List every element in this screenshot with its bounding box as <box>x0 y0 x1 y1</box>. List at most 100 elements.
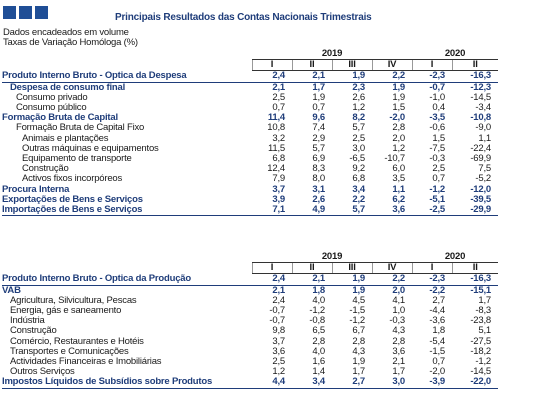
cell-value: -0,7 <box>269 306 285 317</box>
cell-value: 2,1 <box>272 82 285 93</box>
cell-value: 2,5 <box>432 164 445 175</box>
row-label: Procura Interna <box>2 184 70 195</box>
row-label: Transportes e Comunicações <box>10 346 129 357</box>
cell-value: 1,7 <box>312 82 325 93</box>
cell-value: 1,6 <box>312 357 325 368</box>
table-row: Produto Interno Bruto - Óptica da Produç… <box>2 273 498 286</box>
row-label: Formação Bruta de Capital <box>2 113 118 124</box>
cell-value: -10,7 <box>384 154 405 165</box>
cell-value: 3,4 <box>292 377 332 389</box>
cell-value: -2,0 <box>389 113 405 124</box>
cell-value: 2,5 <box>352 133 365 144</box>
cell-value: 1,0 <box>392 306 405 317</box>
cell-value: 11,5 <box>268 143 285 154</box>
cell-value: 5,7 <box>352 123 365 134</box>
cell-value: -12,3 <box>470 82 491 93</box>
cell-value: 2,6 <box>352 92 365 103</box>
cell-value: 6,8 <box>352 174 365 185</box>
quarter-header: I <box>251 59 292 72</box>
cell-value: 7,1 <box>252 205 292 217</box>
table-row: Actividades Financeiras e Imobiliárias 2,… <box>2 357 498 367</box>
cell-value: 9,8 <box>272 326 285 337</box>
table-row: Formação Bruta de Capital 11,4 9,6 8,2 -2,0 -… <box>2 113 498 123</box>
cell-value: -4,4 <box>429 306 445 317</box>
cell-value: -0,3 <box>429 154 445 165</box>
year-header-row: 2019 2020 <box>2 49 498 60</box>
header-spacer <box>2 252 252 263</box>
cell-value: 9,2 <box>352 164 365 175</box>
logo-square <box>19 6 32 19</box>
cell-value: 1,5 <box>432 133 445 144</box>
row-label: Consumo público <box>16 103 87 114</box>
expenditure-table: 2019 2020 I II III IV I II Produto Interno Bruto… <box>2 49 498 217</box>
row-label: Exportações de Bens e Serviços <box>2 194 143 205</box>
cell-value: 4,9 <box>292 205 332 217</box>
row-label: Produto Interno Bruto - Óptica da Produç… <box>2 273 252 286</box>
table-row: Outros Serviços 1,2 1,4 1,7 1,7 -2,0 -14,5 <box>2 367 498 377</box>
cell-value: -27,5 <box>470 336 491 347</box>
quarter-header: II <box>291 262 332 275</box>
cell-value: 2,6 <box>312 194 325 205</box>
cell-value: 3,2 <box>272 133 285 144</box>
cell-value: -2,5 <box>412 205 452 217</box>
cell-value: 1,9 <box>312 92 325 103</box>
cell-value: 1,7 <box>478 295 491 306</box>
row-label: Construção <box>22 164 69 175</box>
row-label: Actividades Financeiras e Imobiliárias <box>10 357 162 368</box>
quarter-header: I <box>411 262 452 275</box>
cell-value: 3,9 <box>272 194 285 205</box>
cell-value: -1,5 <box>349 306 365 317</box>
cell-value: -0,3 <box>389 316 405 327</box>
cell-value: -15,1 <box>470 285 491 296</box>
table-row: Equipamento de transporte 6,8 6,9 -6,5 -10,7… <box>2 154 498 164</box>
cell-value: -16,3 <box>452 273 498 286</box>
cell-value: -22,4 <box>470 143 491 154</box>
row-label: Produto Interno Bruto - Óptica da Despes… <box>2 70 252 83</box>
cell-value: 4,1 <box>392 295 405 306</box>
cell-value: 5,7 <box>312 143 325 154</box>
cell-value: 6,2 <box>392 194 405 205</box>
cell-value: -22,0 <box>452 377 498 389</box>
cell-value: 10,8 <box>267 123 285 134</box>
cell-value: 2,1 <box>292 273 332 286</box>
cell-value: 2,5 <box>272 357 285 368</box>
cell-value: 9,6 <box>312 113 325 124</box>
table-row: Produto Interno Bruto - Óptica da Despes… <box>2 70 498 83</box>
cell-value: 2,8 <box>352 336 365 347</box>
cell-value: 3,0 <box>352 143 365 154</box>
table-row: Consumo público 0,7 0,7 1,2 1,5 0,4 -3,4 <box>2 103 498 113</box>
cell-value: -7,5 <box>429 143 445 154</box>
cell-value: 3,4 <box>352 184 365 195</box>
cell-value: 1,2 <box>392 143 405 154</box>
quarter-header: IV <box>371 59 412 72</box>
year-header-row: 2019 2020 <box>2 252 498 263</box>
table-row: Exportações de Bens e Serviços 3,9 2,6 2,2 6… <box>2 195 498 205</box>
cell-value: 6,0 <box>392 164 405 175</box>
table-row: Transportes e Comunicações 3,6 4,0 4,3 3,6 -1… <box>2 347 498 357</box>
cell-value: 8,2 <box>352 113 365 124</box>
document-title: Principais Resultados das Contas Naciona… <box>115 12 372 23</box>
cell-value: 1,5 <box>392 103 405 114</box>
cell-value: -0,7 <box>429 82 445 93</box>
logo <box>3 6 48 19</box>
row-label: Impostos Líquidos de Subsídios sobre Pro… <box>2 377 252 389</box>
cell-value: -8,3 <box>475 306 491 317</box>
cell-value: 7,4 <box>312 123 325 134</box>
cell-value: -1,2 <box>349 316 365 327</box>
cell-value: 8,0 <box>312 174 325 185</box>
cell-value: 3,6 <box>372 205 412 217</box>
cell-value: -29,9 <box>452 205 498 217</box>
table-row: Construção 12,4 8,3 9,2 6,0 2,5 7,5 <box>2 164 498 174</box>
cell-value: -1,0 <box>429 92 445 103</box>
cell-value: 2,1 <box>392 357 405 368</box>
table-row: Construção 9,8 6,5 6,7 4,3 1,8 5,1 <box>2 326 498 336</box>
cell-value: -14,5 <box>470 367 491 378</box>
cell-value: -23,8 <box>470 316 491 327</box>
quarter-header: IV <box>371 262 412 275</box>
cell-value: -6,5 <box>349 154 365 165</box>
cell-value: 2,8 <box>392 123 405 134</box>
logo-square <box>35 6 48 19</box>
quarter-header: III <box>331 262 372 275</box>
cell-value: 1,8 <box>432 326 445 337</box>
cell-value: 1,9 <box>332 273 372 286</box>
